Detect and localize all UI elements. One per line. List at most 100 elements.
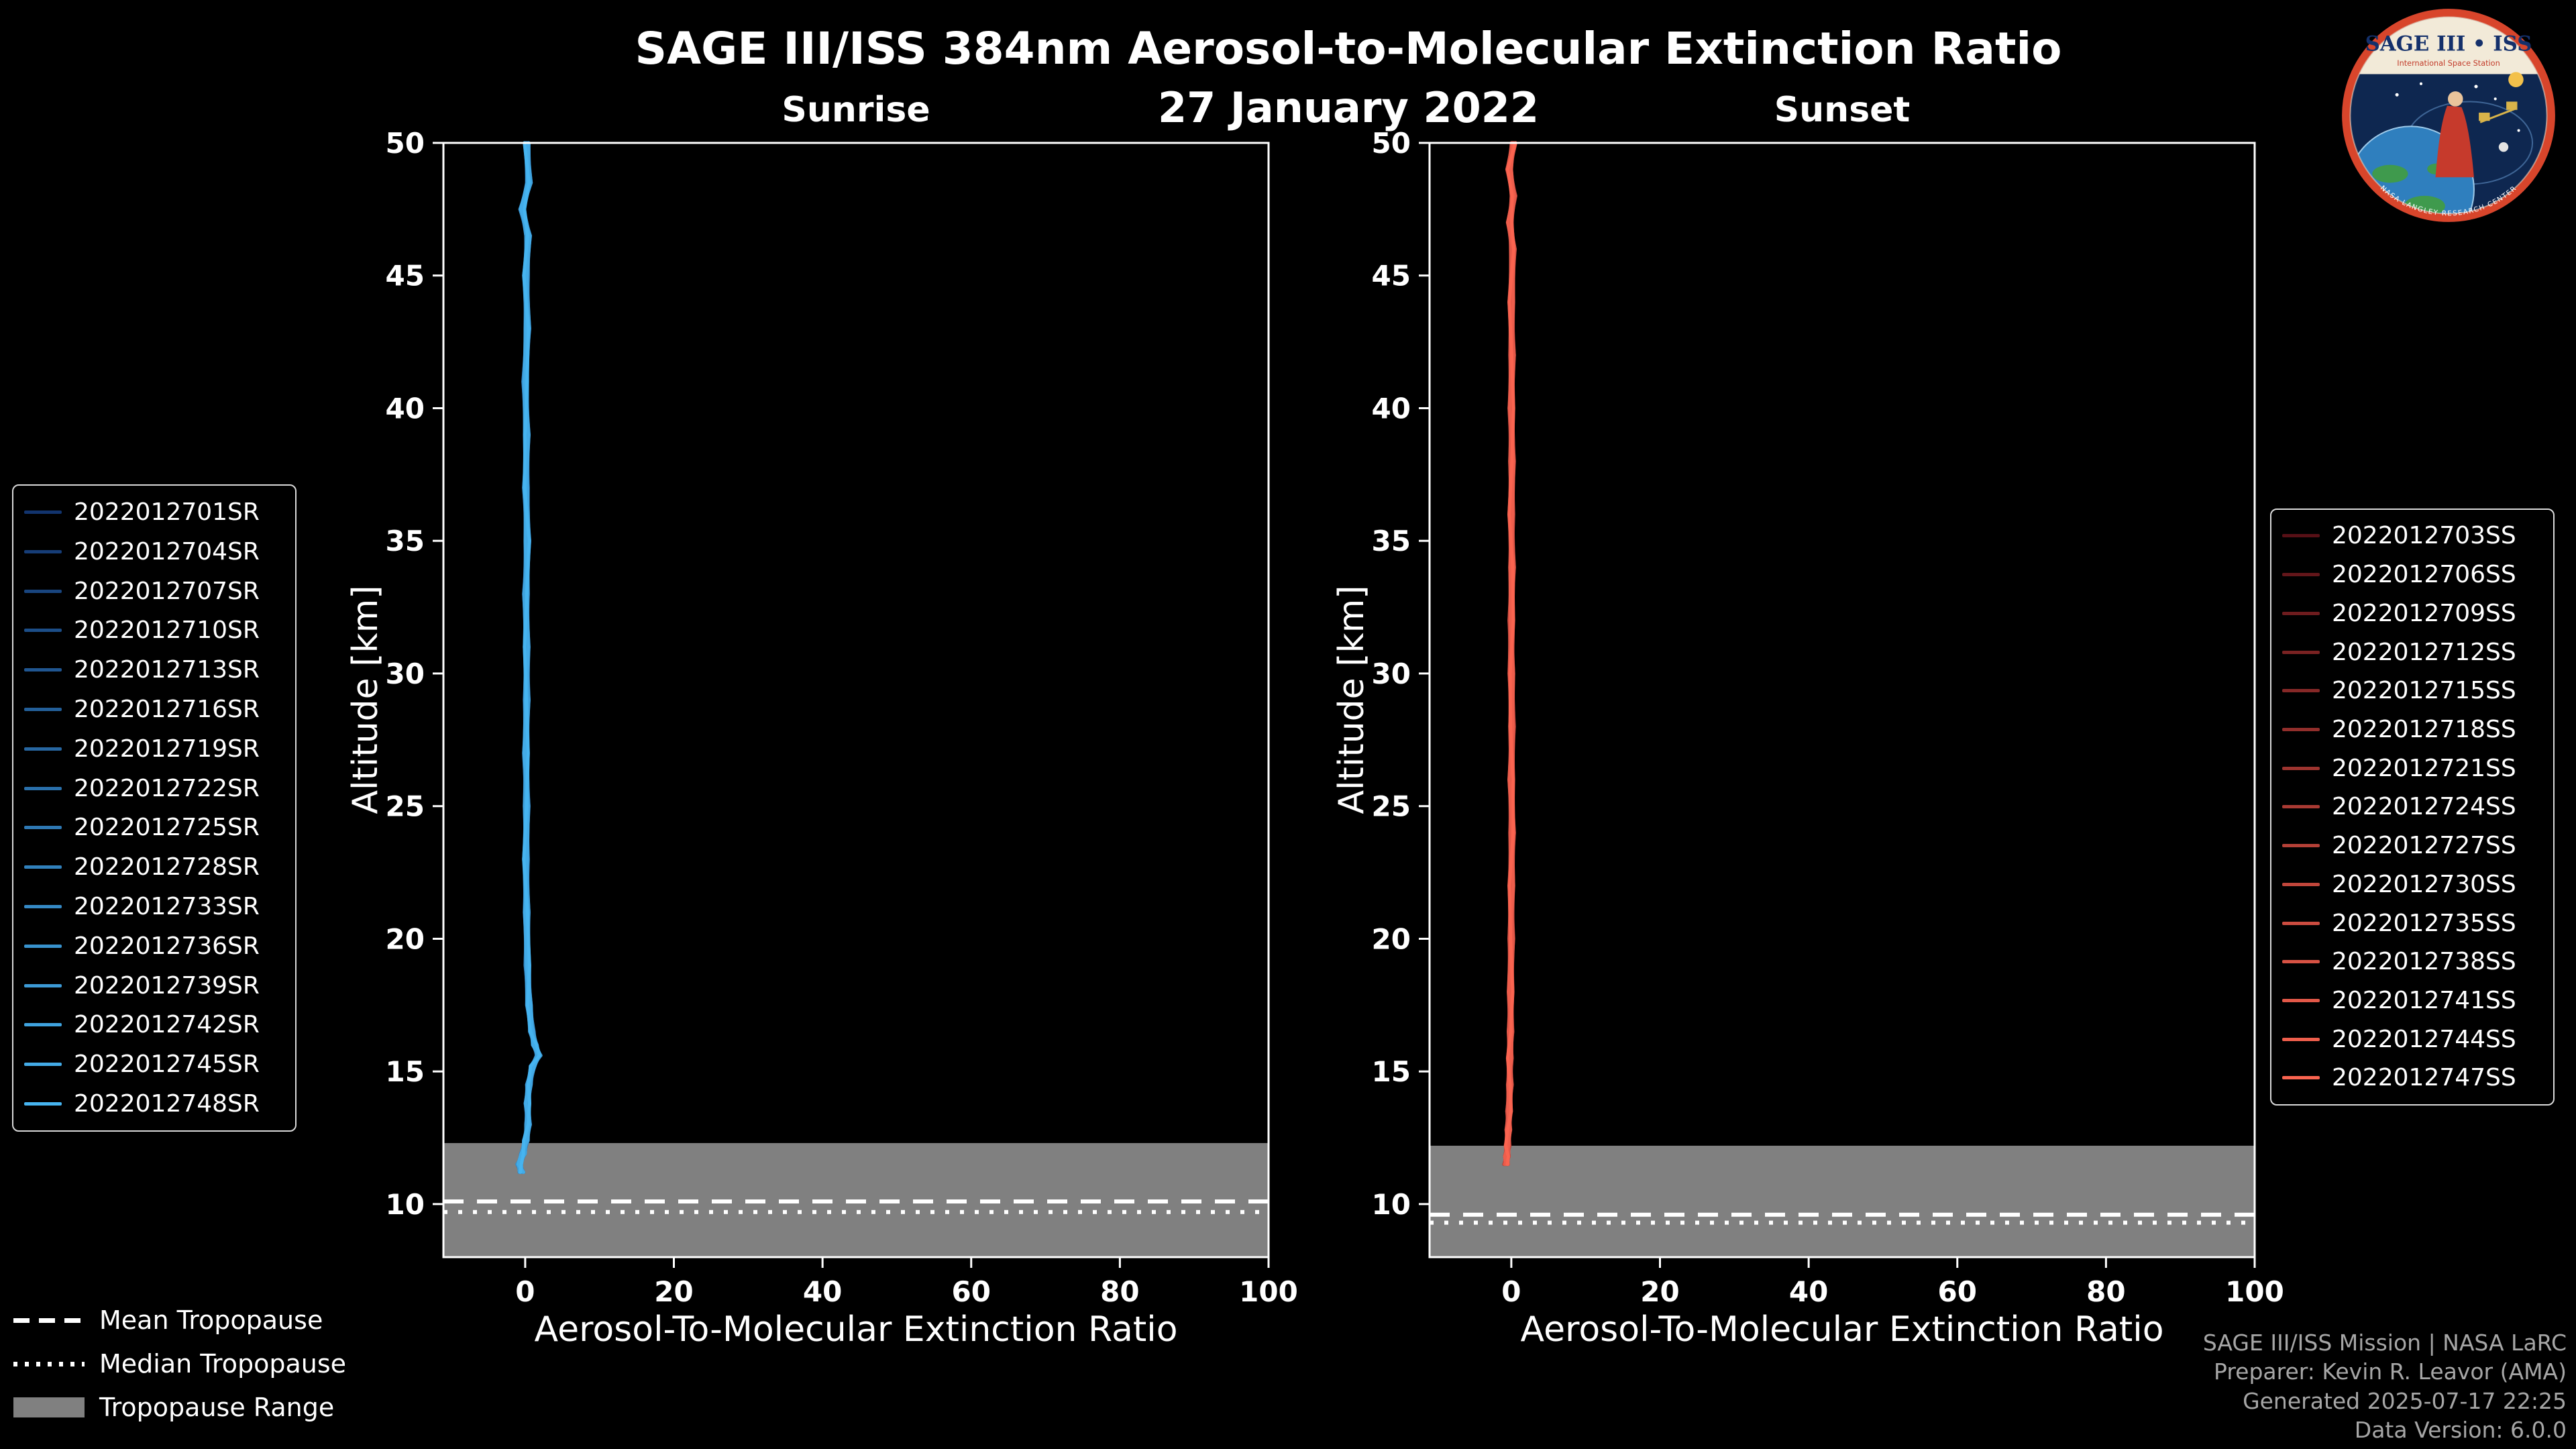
- legend-item: 2022012742SR: [24, 1011, 284, 1038]
- legend-label: 2022012735SS: [2332, 909, 2516, 937]
- legend-label-tropopause-range: Tropopause Range: [99, 1393, 335, 1422]
- legend-label: 2022012736SR: [74, 932, 260, 960]
- sunrise-plot: 0 20 40 60 80 100 10 15 20 25 30 35 40 45 50: [386, 129, 1298, 1308]
- y-tick-label: 40: [386, 392, 425, 425]
- sun-icon: [2508, 72, 2524, 87]
- gray-band-sample: [13, 1397, 85, 1417]
- figure-title: SAGE III/ISS 384nm Aerosol-to-Molecular …: [635, 23, 2062, 74]
- legend-item: 2022012704SR: [24, 538, 284, 566]
- legend-item: 2022012748SR: [24, 1090, 284, 1118]
- y-tick-label: 40: [1372, 392, 1411, 425]
- legend-label: 2022012744SS: [2332, 1025, 2516, 1053]
- legend-item: 2022012719SR: [24, 735, 284, 763]
- x-axis-label-sunset: Aerosol-To-Molecular Extinction Ratio: [1520, 1309, 2164, 1350]
- legend-item: 2022012716SR: [24, 696, 284, 723]
- y-axis-label-sunrise: Altitude [km]: [345, 585, 386, 814]
- legend-item: 2022012710SR: [24, 616, 284, 644]
- legend-item: 2022012706SS: [2282, 561, 2542, 588]
- legend-line-sample: [2282, 882, 2320, 886]
- y-tick-label: 15: [386, 1055, 425, 1088]
- legend-line-sample: [2282, 960, 2320, 964]
- x-tick-label: 40: [803, 1275, 842, 1308]
- legend-line-sample: [24, 826, 62, 830]
- sage-figure-illustration: [2435, 105, 2474, 178]
- attribution-data-version: Data Version: 6.0.0: [2354, 1417, 2567, 1444]
- legend-label: 2022012727SS: [2332, 832, 2516, 860]
- y-tick-label: 15: [1372, 1055, 1411, 1088]
- legend-line-sample: [24, 510, 62, 514]
- x-tick-label: 60: [1938, 1275, 1977, 1308]
- y-tick-label: 45: [1372, 260, 1411, 292]
- y-tick-label: 50: [386, 129, 425, 160]
- y-tick-label: 30: [1372, 657, 1411, 690]
- legend-line-sample: [24, 1023, 62, 1027]
- legend-item: 2022012728SR: [24, 853, 284, 881]
- legend-label: 2022012701SR: [74, 498, 260, 526]
- y-tick-label: 45: [386, 260, 425, 292]
- legend-item: 2022012712SS: [2282, 639, 2542, 666]
- legend-item: 2022012707SR: [24, 578, 284, 605]
- legend-line-sample: [2282, 1037, 2320, 1041]
- y-tick-label: 35: [386, 525, 425, 557]
- y-tick-label: 35: [1372, 525, 1411, 557]
- y-axis-label-sunset: Altitude [km]: [1332, 585, 1372, 814]
- legend-item: 2022012725SR: [24, 814, 284, 841]
- dotted-line-sample: [13, 1361, 85, 1366]
- x-tick-label: 40: [1789, 1275, 1828, 1308]
- y-tick-label: 30: [386, 657, 425, 690]
- legend-label: 2022012748SR: [74, 1090, 260, 1118]
- legend-label: 2022012730SS: [2332, 870, 2516, 898]
- legend-label: 2022012725SR: [74, 814, 260, 842]
- legend-item: 2022012709SS: [2282, 600, 2542, 627]
- y-tick-label: 25: [386, 790, 425, 823]
- attribution-preparer: Preparer: Kevin R. Leavor (AMA): [2214, 1358, 2567, 1385]
- y-tick-label: 50: [1372, 129, 1411, 160]
- panel-title-sunset: Sunset: [1774, 90, 1911, 130]
- legend-item: 2022012701SR: [24, 498, 284, 526]
- attribution-mission: SAGE III/ISS Mission | NASA LaRC: [2202, 1329, 2567, 1356]
- legend-label: 2022012724SS: [2332, 793, 2516, 821]
- moon-icon: [2498, 142, 2509, 152]
- legend-label: 2022012703SS: [2332, 522, 2516, 550]
- legend-line-sample: [2282, 805, 2320, 809]
- legend-line-sample: [24, 549, 62, 553]
- legend-label: 2022012718SS: [2332, 715, 2516, 743]
- legend-label: 2022012741SS: [2332, 986, 2516, 1014]
- legend-line-sample: [24, 629, 62, 633]
- profile-line-2022012747SS: [1504, 141, 1517, 1167]
- patch-top-banner: [2358, 17, 2539, 74]
- figure-date: 27 January 2022: [1157, 83, 1540, 132]
- panel-title-sunrise: Sunrise: [782, 90, 930, 130]
- legend-line-sample: [24, 786, 62, 790]
- patch-inner-edge: [2349, 16, 2548, 215]
- legend-label: 2022012733SR: [74, 893, 260, 921]
- plot-frame: [1428, 142, 2256, 1258]
- legend-item: 2022012718SS: [2282, 716, 2542, 743]
- legend-line-sample: [2282, 650, 2320, 654]
- x-tick-label: 60: [952, 1275, 991, 1308]
- legend-label: 2022012728SR: [74, 853, 260, 881]
- legend-line-sample: [24, 1102, 62, 1106]
- legend-label: 2022012739SR: [74, 971, 260, 1000]
- legend-line-sample: [2282, 766, 2320, 770]
- legend-label: 2022012738SS: [2332, 948, 2516, 976]
- legend-item-median-tropopause: Median Tropopause: [13, 1349, 346, 1379]
- legend-line-sample: [2282, 534, 2320, 538]
- legend-label: 2022012722SR: [74, 774, 260, 802]
- legend-item: 2022012747SS: [2282, 1064, 2542, 1091]
- sunset-event-legend: 2022012703SS 2022012706SS 2022012709SS 2022…: [2270, 508, 2555, 1106]
- legend-label-median-tropopause: Median Tropopause: [99, 1349, 346, 1379]
- legend-line-sample: [2282, 689, 2320, 693]
- legend-label: 2022012704SR: [74, 537, 260, 566]
- x-tick-label: 0: [515, 1275, 535, 1308]
- legend-line-sample: [24, 707, 62, 711]
- legend-label: 2022012742SR: [74, 1011, 260, 1039]
- y-tick-label: 20: [386, 922, 425, 955]
- legend-label: 2022012709SS: [2332, 599, 2516, 627]
- y-tick-label: 10: [1372, 1188, 1411, 1221]
- y-tick-label: 25: [1372, 790, 1411, 823]
- legend-label: 2022012745SR: [74, 1051, 260, 1079]
- legend-item: 2022012745SR: [24, 1051, 284, 1078]
- tropopause-range-band: [1430, 1145, 2255, 1257]
- sage-figure-head: [2447, 91, 2463, 107]
